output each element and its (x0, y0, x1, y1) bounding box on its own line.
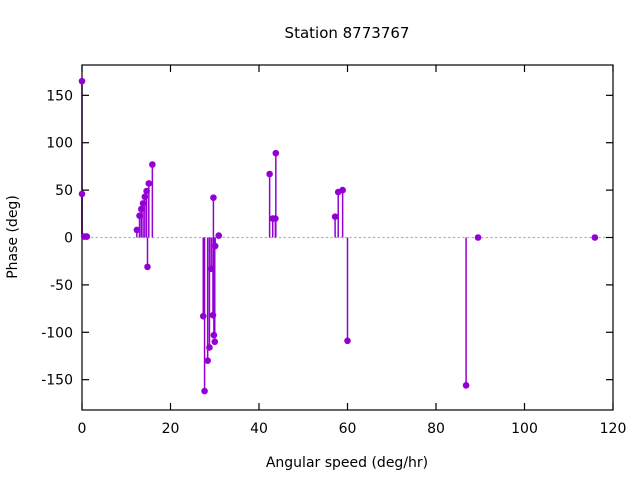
data-point (133, 226, 141, 234)
data-point (272, 149, 280, 157)
y-tick-label: 150 (46, 88, 73, 104)
data-point (215, 232, 223, 239)
data-point (474, 234, 482, 241)
data-point (145, 180, 153, 187)
y-tick-label: -100 (41, 325, 73, 341)
data-point (204, 357, 211, 365)
data-point (210, 194, 217, 201)
data-point (591, 234, 599, 241)
data-point (211, 242, 219, 250)
data-point (344, 337, 351, 345)
x-tick-label: 20 (162, 421, 180, 437)
data-point (206, 344, 213, 351)
x-tick-label: 0 (78, 421, 87, 437)
data-point (144, 263, 151, 271)
y-tick-label: -50 (50, 278, 73, 294)
data-point (201, 387, 208, 395)
data-point (207, 265, 215, 273)
chart-title: Station 8773767 (285, 24, 410, 42)
data-point (83, 233, 91, 240)
data-point (339, 186, 346, 194)
x-tick-label: 120 (600, 421, 627, 437)
data-points (78, 77, 599, 395)
data-point (149, 161, 156, 168)
data-point (462, 382, 470, 389)
y-tick-label: -150 (41, 373, 73, 389)
axis-ticks-layer: 0 20 40 60 80 100 120 -150 -100 -50 0 50 100 150 (41, 65, 626, 437)
data-point (137, 205, 145, 213)
x-tick-label: 60 (339, 421, 357, 437)
data-point (210, 331, 218, 339)
y-tick-label: 50 (55, 183, 73, 199)
data-point (331, 213, 339, 220)
x-tick-label: 40 (250, 421, 268, 437)
data-point (136, 212, 143, 220)
impulse-lines (81, 81, 467, 392)
data-point (143, 187, 150, 195)
data-point (209, 311, 217, 319)
x-tick-label: 100 (511, 421, 538, 437)
data-point (199, 312, 207, 320)
y-tick-label: 100 (46, 136, 73, 152)
data-point (211, 338, 219, 346)
data-point (266, 170, 273, 178)
data-point (139, 200, 147, 207)
data-point (78, 77, 86, 85)
data-point (272, 215, 279, 222)
data-point (78, 190, 86, 198)
data-point (141, 193, 149, 201)
x-axis-label: Angular speed (deg/hr) (266, 455, 428, 471)
y-axis-label: Phase (deg) (5, 195, 21, 279)
x-tick-label: 80 (427, 421, 445, 437)
y-tick-label: 0 (64, 231, 73, 247)
